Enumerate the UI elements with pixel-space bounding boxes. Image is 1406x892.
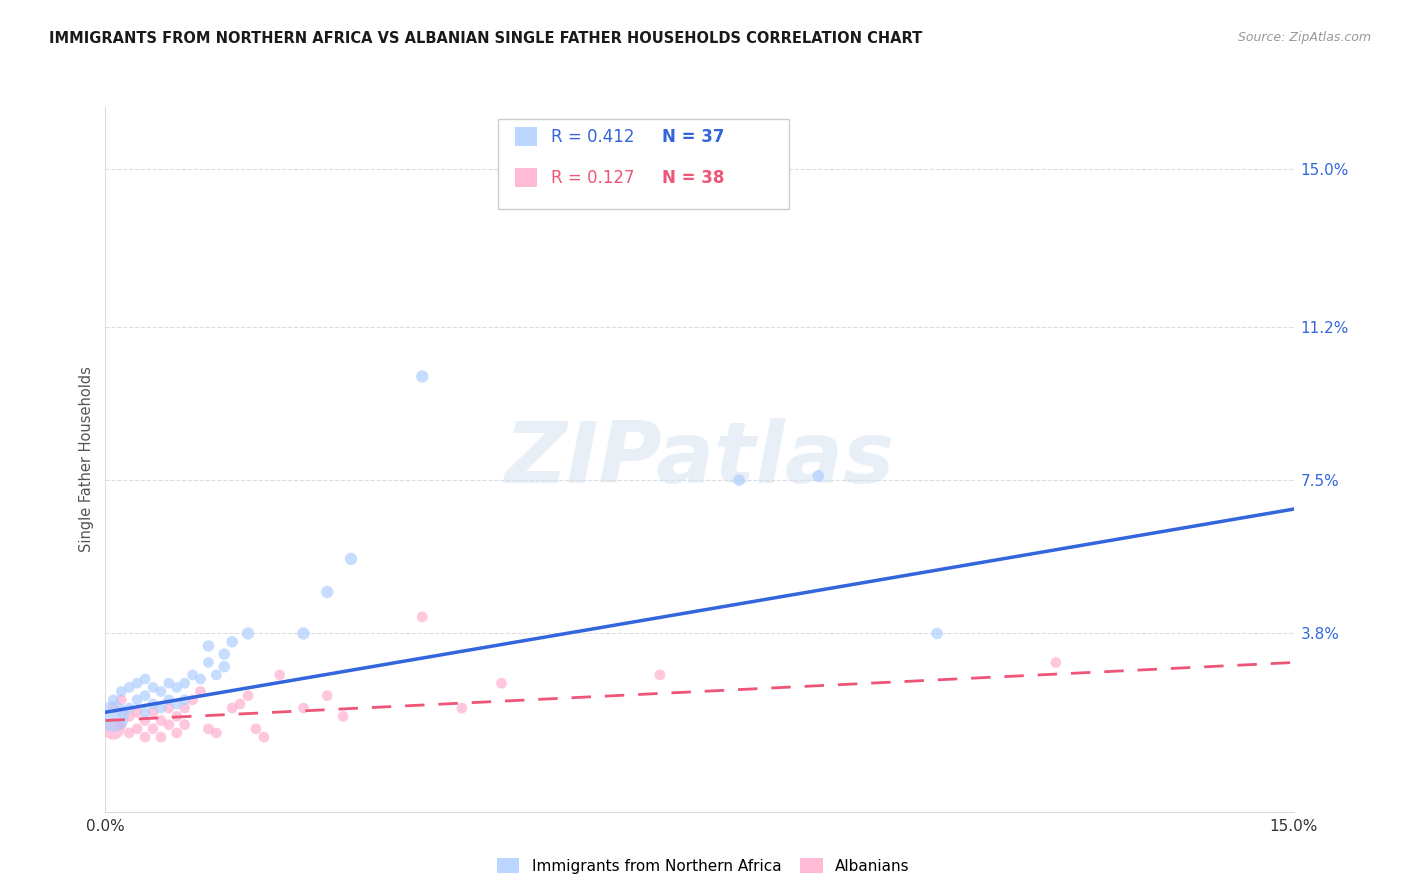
Point [157,701,180,715]
Legend: Immigrants from Northern Africa, Albanians: Immigrants from Northern Africa, Albania… [491,852,915,880]
Point [292,626,315,640]
Point [110,684,132,698]
Point [181,693,204,707]
Point [110,705,132,719]
Point [134,714,156,728]
Text: N = 38: N = 38 [662,169,724,186]
Point [134,689,156,703]
Point [173,693,195,707]
Point [142,705,165,719]
Point [648,668,671,682]
Point [173,717,195,731]
Point [166,726,188,740]
Text: Source: ZipAtlas.com: Source: ZipAtlas.com [1237,31,1371,45]
Point [157,676,180,690]
Point [197,656,219,670]
Point [118,726,141,740]
Point [236,626,259,640]
Point [236,689,259,703]
Point [181,668,204,682]
Text: ZIPatlas: ZIPatlas [505,417,894,501]
Text: IMMIGRANTS FROM NORTHERN AFRICA VS ALBANIAN SINGLE FATHER HOUSEHOLDS CORRELATION: IMMIGRANTS FROM NORTHERN AFRICA VS ALBAN… [49,31,922,46]
Point [197,722,219,736]
Point [253,730,276,744]
FancyBboxPatch shape [516,169,537,186]
Point [118,701,141,715]
Text: N = 37: N = 37 [662,128,724,145]
Point [491,676,513,690]
Point [157,693,180,707]
Point [340,552,363,566]
Point [149,684,172,698]
Point [221,701,243,715]
Point [221,634,243,648]
Point [190,684,212,698]
Point [292,701,315,715]
Point [316,585,339,599]
Point [728,473,751,487]
Point [134,705,156,719]
Point [166,697,188,711]
Point [134,672,156,686]
Point [142,722,165,736]
Point [332,709,354,723]
Point [103,709,125,723]
Point [127,705,149,719]
Point [103,693,125,707]
Point [190,672,212,686]
Point [173,701,195,715]
Point [205,726,228,740]
Point [214,659,236,673]
Point [807,469,830,483]
Point [411,369,433,384]
Point [127,693,149,707]
Point [110,693,132,707]
Point [103,722,125,736]
FancyBboxPatch shape [516,128,537,145]
Point [157,717,180,731]
Point [110,717,132,731]
Point [214,647,236,661]
Point [118,681,141,695]
Point [149,701,172,715]
Point [316,689,339,703]
Point [149,730,172,744]
Point [134,730,156,744]
Point [269,668,291,682]
Point [925,626,948,640]
Point [411,610,433,624]
Point [1045,656,1067,670]
Point [142,697,165,711]
Point [142,681,165,695]
Point [127,722,149,736]
Text: R = 0.412: R = 0.412 [551,128,634,145]
Point [450,701,472,715]
FancyBboxPatch shape [498,119,789,210]
Point [245,722,267,736]
Y-axis label: Single Father Households: Single Father Households [79,367,94,552]
Point [166,681,188,695]
Point [127,676,149,690]
Point [229,697,252,711]
Point [149,714,172,728]
Point [166,709,188,723]
Point [103,701,125,715]
Point [197,639,219,653]
Point [173,676,195,690]
Text: R = 0.127: R = 0.127 [551,169,634,186]
Point [118,709,141,723]
Point [205,668,228,682]
